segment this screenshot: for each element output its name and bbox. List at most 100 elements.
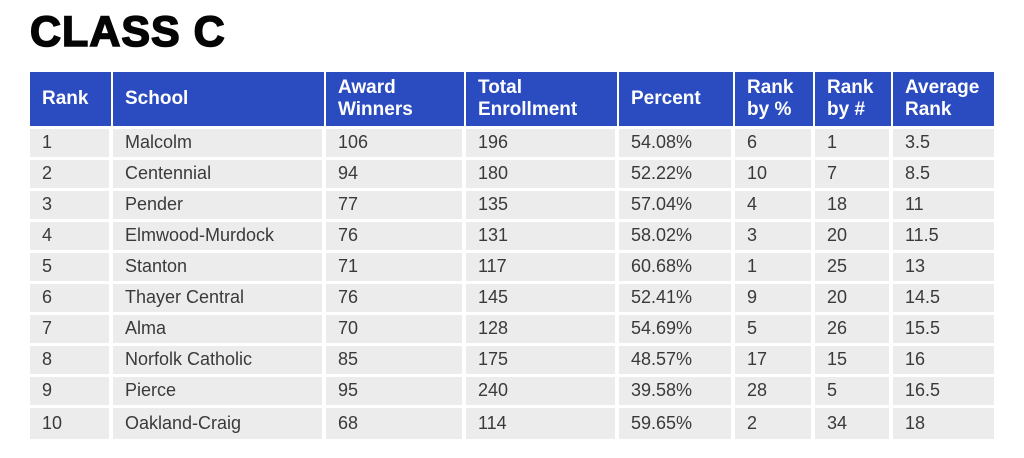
table-cell-rank-by: 10 [735,160,815,192]
table-cell-school: Centennial [113,160,326,192]
table-cell-award-winners: 70 [326,315,466,347]
table-cell-school: Pierce [113,377,326,409]
table-cell-rank: 2 [30,160,113,192]
table-cell-average-rank: 14.5 [893,284,994,316]
table-cell-school: Alma [113,315,326,347]
table-row: 4 Elmwood-Murdock 76 131 58.02% 3 20 11.5 [30,222,994,254]
table-cell-average-rank: 16.5 [893,377,994,409]
table-cell-percent: 39.58% [619,377,735,409]
table-cell-award-winners: 76 [326,284,466,316]
table-cell-rank-by: 20 [815,284,893,316]
table-cell-total-enrollment: 128 [466,315,619,347]
table-cell-rank: 8 [30,346,113,378]
table-cell-rank: 5 [30,253,113,285]
column-header-award-winners: Award Winners [326,72,466,130]
table-cell-rank-by: 7 [815,160,893,192]
table-row: 9 Pierce 95 240 39.58% 28 5 16.5 [30,377,994,409]
column-header-rank-by: Rank by # [815,72,893,130]
table-cell-rank-by: 20 [815,222,893,254]
table-cell-total-enrollment: 196 [466,129,619,161]
table-cell-rank: 7 [30,315,113,347]
table-row: 2 Centennial 94 180 52.22% 10 7 8.5 [30,160,994,192]
table-cell-rank-by: 4 [735,191,815,223]
table-cell-rank: 3 [30,191,113,223]
table-cell-rank-by: 25 [815,253,893,285]
table-cell-percent: 59.65% [619,408,735,440]
table-cell-total-enrollment: 114 [466,408,619,440]
table-cell-percent: 54.08% [619,129,735,161]
table-cell-award-winners: 106 [326,129,466,161]
table-cell-rank: 4 [30,222,113,254]
table-cell-school: Malcolm [113,129,326,161]
table-cell-average-rank: 18 [893,408,994,440]
table-row: 7 Alma 70 128 54.69% 5 26 15.5 [30,315,994,347]
table-cell-award-winners: 85 [326,346,466,378]
table-cell-rank-by: 18 [815,191,893,223]
header-row: Rank School Award Winners Total Enrollment P… [30,72,994,130]
table-cell-total-enrollment: 131 [466,222,619,254]
table-cell-percent: 58.02% [619,222,735,254]
table-cell-award-winners: 68 [326,408,466,440]
table-row: 3 Pender 77 135 57.04% 4 18 11 [30,191,994,223]
page-title: CLASS C [29,7,226,57]
table-cell-percent: 48.57% [619,346,735,378]
class-c-rankings-table: Rank School Award Winners Total Enrollment P… [30,72,994,440]
table-cell-average-rank: 13 [893,253,994,285]
table-cell-award-winners: 76 [326,222,466,254]
table-row: 1 Malcolm 106 196 54.08% 6 1 3.5 [30,129,994,161]
table-cell-school: Elmwood-Murdock [113,222,326,254]
table-cell-total-enrollment: 175 [466,346,619,378]
table-body: 1 Malcolm 106 196 54.08% 6 1 3.5 2 Centennial 94 18… [30,129,994,440]
table-cell-rank-by: 9 [735,284,815,316]
table-cell-rank-by: 6 [735,129,815,161]
table-cell-average-rank: 15.5 [893,315,994,347]
table-cell-rank-by: 34 [815,408,893,440]
table-cell-school: Pender [113,191,326,223]
column-header-total-enrollment: Total Enrollment [466,72,619,130]
table-cell-rank-by: 1 [815,129,893,161]
table-cell-rank-by: 26 [815,315,893,347]
column-header-rank-by: Rank by % [735,72,815,130]
table-cell-rank: 9 [30,377,113,409]
table-cell-school: Norfolk Catholic [113,346,326,378]
table-cell-rank-by: 15 [815,346,893,378]
table-cell-rank-by: 5 [815,377,893,409]
table-cell-average-rank: 11 [893,191,994,223]
table-cell-school: Oakland-Craig [113,408,326,440]
table-cell-school: Thayer Central [113,284,326,316]
table-cell-total-enrollment: 240 [466,377,619,409]
table-cell-rank-by: 1 [735,253,815,285]
table-cell-total-enrollment: 180 [466,160,619,192]
table-cell-award-winners: 71 [326,253,466,285]
table-cell-rank-by: 17 [735,346,815,378]
table-cell-award-winners: 95 [326,377,466,409]
table-cell-average-rank: 8.5 [893,160,994,192]
table-row: 5 Stanton 71 117 60.68% 1 25 13 [30,253,994,285]
table-cell-percent: 54.69% [619,315,735,347]
column-header-school: School [113,72,326,130]
table-cell-average-rank: 11.5 [893,222,994,254]
table-cell-award-winners: 77 [326,191,466,223]
column-header-average-rank: Average Rank [893,72,994,130]
table-cell-rank: 10 [30,408,113,440]
table-cell-rank: 6 [30,284,113,316]
column-header-rank: Rank [30,72,113,130]
table-cell-rank-by: 2 [735,408,815,440]
table-cell-total-enrollment: 145 [466,284,619,316]
table-cell-rank-by: 5 [735,315,815,347]
table-cell-average-rank: 3.5 [893,129,994,161]
table-cell-total-enrollment: 117 [466,253,619,285]
table-cell-rank-by: 3 [735,222,815,254]
table-cell-percent: 57.04% [619,191,735,223]
table-cell-award-winners: 94 [326,160,466,192]
table-cell-rank: 1 [30,129,113,161]
table-row: 10 Oakland-Craig 68 114 59.65% 2 34 18 [30,408,994,440]
table-cell-school: Stanton [113,253,326,285]
table-cell-average-rank: 16 [893,346,994,378]
table-row: 8 Norfolk Catholic 85 175 48.57% 17 15 16 [30,346,994,378]
table-cell-rank-by: 28 [735,377,815,409]
table-header: Rank School Award Winners Total Enrollment P… [30,72,994,130]
table-cell-total-enrollment: 135 [466,191,619,223]
column-header-percent: Percent [619,72,735,130]
